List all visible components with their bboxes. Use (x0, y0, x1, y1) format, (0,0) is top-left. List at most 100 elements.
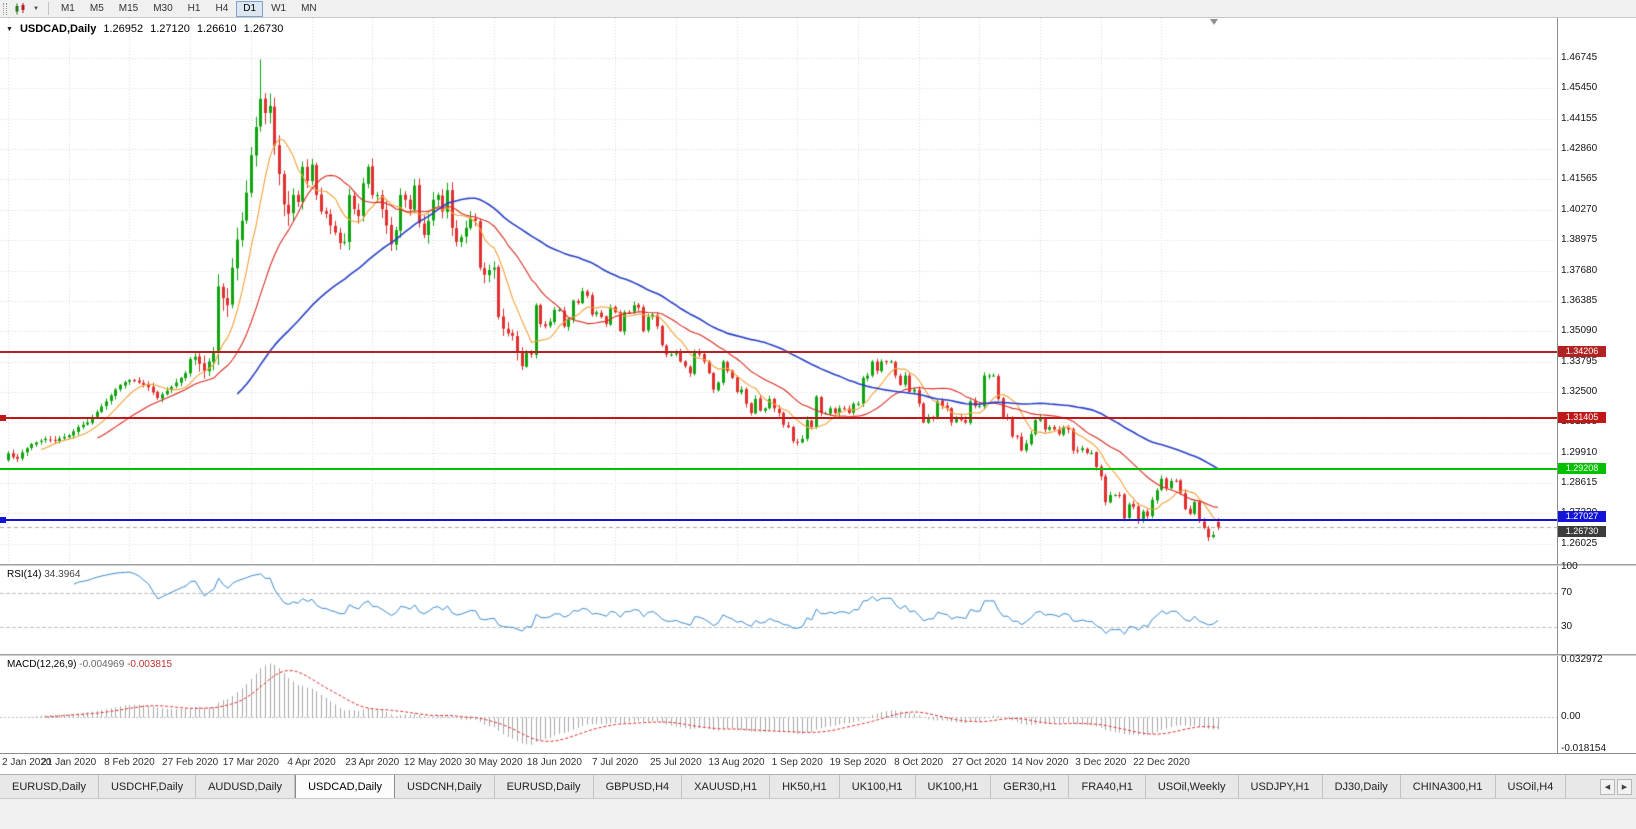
bid-price-badge: 1.26730 (1558, 526, 1606, 538)
macd-signal-value: -0.003815 (127, 659, 173, 670)
price-axis-label: 1.44155 (1561, 112, 1598, 124)
date-axis-label: 8 Oct 2020 (894, 757, 944, 768)
macd-main-value: -0.004969 (79, 659, 125, 670)
price-badge-1.27027: 1.27027 (1558, 511, 1606, 523)
chart-close-value: 1.26730 (243, 23, 284, 35)
chart-tab-7-xauusd[interactable]: XAUUSD,H1 (682, 775, 771, 798)
chart-tab-8-hk50[interactable]: HK50,H1 (770, 775, 840, 798)
chart-tab-3-usdcad[interactable]: USDCAD,Daily (295, 775, 396, 798)
horizontal-line-1.31405[interactable] (0, 414, 1557, 421)
chart-type-icon[interactable] (12, 2, 29, 15)
rsi-canvas[interactable] (0, 566, 1557, 654)
price-axis-label: 1.32500 (1561, 385, 1598, 397)
chart-tab-9-uk100[interactable]: UK100,H1 (839, 775, 916, 798)
chart-title: ▼ USDCAD,Daily 1.26952 1.27120 1.26610 1… (6, 23, 283, 35)
chart-type-dropdown-icon[interactable]: ▼ (33, 5, 39, 12)
horizontal-line-1.34206[interactable] (0, 350, 1557, 353)
pane-divider-rsi[interactable] (0, 564, 1636, 566)
timeframe-button-h1[interactable]: H1 (187, 2, 201, 14)
chart-tab-11-ger30[interactable]: GER30,H1 (991, 775, 1070, 798)
timeframe-button-m30[interactable]: M30 (153, 2, 173, 14)
timeframe-buttons: M1 M5 M15 M30 H1 H4 D1 W1 MN (54, 0, 324, 17)
date-axis-label: 12 May 2020 (404, 757, 462, 768)
chart-tab-0-eurusd[interactable]: EURUSD,Daily (0, 775, 99, 798)
status-strip (0, 798, 1636, 829)
chart-tab-17-usoil[interactable]: USOil,H4 (1495, 775, 1567, 798)
one-click-trading-icon[interactable]: ▼ (6, 25, 13, 33)
chart-tab-6-gbpusd[interactable]: GBPUSD,H4 (593, 775, 683, 798)
chart-tab-15-dj30[interactable]: DJ30,Daily (1322, 775, 1401, 798)
chart-tab-1-usdchf[interactable]: USDCHF,Daily (98, 775, 197, 798)
chart-low-value: 1.26610 (196, 23, 237, 35)
price-axis-label: 1.28615 (1561, 477, 1598, 489)
date-axis-label: 1 Sep 2020 (771, 757, 823, 768)
rsi-axis-label: 70 (1561, 586, 1573, 598)
line-handle[interactable] (0, 517, 6, 524)
horizontal-line-1.29208[interactable] (0, 468, 1557, 471)
tabs-scroll-right-icon[interactable]: ▶ (1617, 778, 1632, 795)
price-axis-label: 1.37680 (1561, 264, 1598, 276)
chart-tab-2-audusd[interactable]: AUDUSD,Daily (196, 775, 296, 798)
timeframe-button-mn[interactable]: MN (301, 2, 317, 14)
price-axis-label: 1.38975 (1561, 234, 1598, 246)
date-axis-label: 30 May 2020 (464, 757, 523, 768)
macd-axis-label: 0.00 (1561, 711, 1581, 723)
chart-symbol: USDCAD,Daily (19, 23, 97, 35)
chart-tabs: EURUSD,Daily USDCHF,Daily AUDUSD,Daily USDC… (0, 775, 1596, 798)
timeframe-button-w1[interactable]: W1 (271, 2, 287, 14)
price-axis-label: 1.36385 (1561, 294, 1598, 306)
horizontal-line-1.27027[interactable] (0, 517, 1557, 524)
chart-tab-4-usdcnh[interactable]: USDCNH,Daily (395, 775, 495, 798)
price-axis-label: 1.40270 (1561, 203, 1598, 215)
price-axis[interactable] (1557, 18, 1636, 753)
rsi-axis-label: 100 (1561, 561, 1578, 572)
chart-shift-marker[interactable] (1210, 19, 1218, 25)
date-axis-label: 21 Jan 2020 (41, 757, 97, 768)
macd-canvas[interactable] (0, 656, 1557, 753)
timeframe-button-m15[interactable]: M15 (118, 2, 139, 14)
time-axis[interactable] (0, 753, 1636, 774)
chart-tab-12-fra40[interactable]: FRA40,H1 (1069, 775, 1146, 798)
line-handle[interactable] (0, 414, 6, 421)
chart-tab-5-eurusd[interactable]: EURUSD,Daily (494, 775, 594, 798)
candlestick-glyph (15, 2, 25, 14)
chart-tab-14-usdjpy[interactable]: USDJPY,H1 (1238, 775, 1323, 798)
rsi-name: RSI(14) (7, 569, 42, 580)
macd-axis-label: 0.032972 (1561, 654, 1603, 665)
date-axis-label: 25 Jul 2020 (649, 757, 702, 768)
date-axis-label: 4 Apr 2020 (287, 757, 336, 768)
macd-axis-label: -0.018154 (1561, 743, 1607, 754)
chart-tab-10-uk100[interactable]: UK100,H1 (915, 775, 992, 798)
date-axis-label: 14 Nov 2020 (1011, 757, 1069, 768)
price-axis-label: 1.42860 (1561, 143, 1598, 155)
date-axis-label: 22 Dec 2020 (1133, 757, 1190, 768)
price-axis-label: 1.46745 (1561, 52, 1598, 63)
chart-tabbar: EURUSD,Daily USDCHF,Daily AUDUSD,Daily USDC… (0, 774, 1636, 798)
price-badge-1.29208: 1.29208 (1558, 463, 1606, 475)
date-axis-label: 18 Jun 2020 (526, 757, 582, 768)
date-axis-label: 7 Jul 2020 (592, 757, 639, 768)
rsi-axis-label: 30 (1561, 621, 1573, 633)
chart-tab-16-china300[interactable]: CHINA300,H1 (1400, 775, 1496, 798)
chart-tab-13-usoil[interactable]: USOil,Weekly (1145, 775, 1239, 798)
tabs-scroll-left-icon[interactable]: ◀ (1600, 778, 1615, 795)
pane-divider-macd[interactable] (0, 654, 1636, 656)
price-axis-label: 1.41565 (1561, 173, 1598, 185)
date-axis-label: 23 Apr 2020 (345, 757, 400, 768)
price-axis-label: 1.45450 (1561, 82, 1598, 94)
date-axis-label: 27 Oct 2020 (952, 757, 1007, 768)
main-chart-canvas[interactable] (0, 18, 1557, 564)
tab-scroll-controls: ◀ ▶ (1596, 775, 1636, 798)
macd-name: MACD(12,26,9) (7, 659, 77, 670)
date-axis-label: 3 Dec 2020 (1075, 757, 1127, 768)
timeframe-button-d1[interactable]: D1 (236, 0, 264, 17)
timeframe-button-h4[interactable]: H4 (215, 2, 229, 14)
date-axis-label: 27 Feb 2020 (162, 757, 219, 768)
toolbar-grip[interactable] (3, 2, 7, 15)
chart-open-value: 1.26952 (103, 23, 144, 35)
date-axis-label: 19 Sep 2020 (829, 757, 887, 768)
date-axis-label: 13 Aug 2020 (708, 757, 765, 768)
timeframe-button-m1[interactable]: M1 (60, 2, 75, 14)
date-axis-label: 8 Feb 2020 (104, 757, 155, 768)
timeframe-button-m5[interactable]: M5 (89, 2, 104, 14)
